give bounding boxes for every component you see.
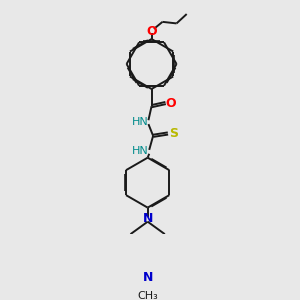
Text: HN: HN: [132, 146, 149, 156]
Text: N: N: [142, 212, 153, 225]
Text: S: S: [169, 127, 178, 140]
Text: HN: HN: [132, 117, 149, 127]
Text: CH₃: CH₃: [137, 291, 158, 300]
Text: N: N: [142, 271, 153, 284]
Text: O: O: [166, 97, 176, 110]
Text: O: O: [146, 25, 157, 38]
